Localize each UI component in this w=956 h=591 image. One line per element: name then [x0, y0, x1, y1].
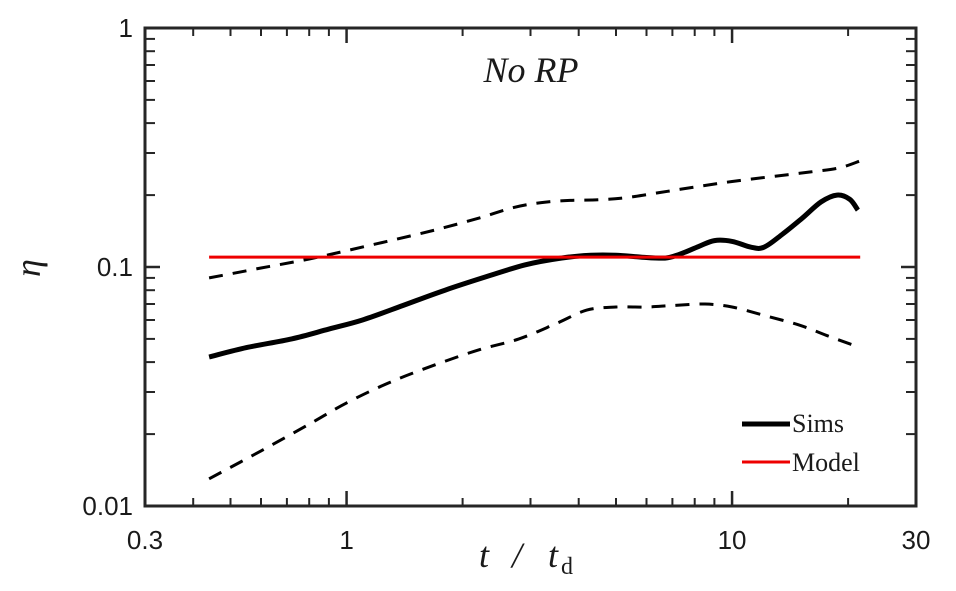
x-axis-label-t: t — [479, 535, 490, 575]
x-axis-label: t / t d — [479, 535, 573, 580]
x-axis-label-slash: / — [510, 535, 525, 575]
x-axis-label-denominator: t — [548, 535, 559, 575]
y-tick-label: 0.1 — [97, 252, 133, 282]
legend-model-label: Model — [792, 448, 860, 477]
legend: Sims Model — [742, 409, 860, 477]
chart-title: No RP — [483, 50, 579, 90]
x-tick-label: 0.3 — [127, 525, 163, 555]
sims-line — [208, 192, 860, 360]
x-axis-label-subscript: d — [561, 554, 573, 580]
x-tick-label: 30 — [902, 525, 931, 555]
x-tick-label: 1 — [339, 525, 353, 555]
x-tick-label: 10 — [718, 525, 747, 555]
legend-sims-label: Sims — [792, 409, 844, 438]
plot-series — [208, 159, 861, 481]
x-tick-labels: 0.3 1 10 30 — [127, 525, 931, 555]
y-tick-label: 0.01 — [82, 491, 133, 521]
major-ticks — [143, 26, 918, 508]
y-axis-label: η — [8, 259, 48, 277]
y-tick-labels: 0.01 0.1 1 — [82, 13, 133, 521]
sims-lower-dashed-line — [208, 302, 861, 481]
sims-upper-dashed-line — [208, 159, 861, 280]
y-tick-label: 1 — [119, 13, 133, 43]
